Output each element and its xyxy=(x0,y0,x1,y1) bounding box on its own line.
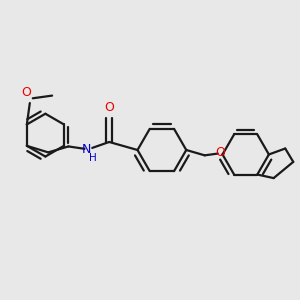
Text: O: O xyxy=(215,146,225,160)
Text: N: N xyxy=(82,143,92,156)
Text: O: O xyxy=(104,101,114,114)
Text: O: O xyxy=(21,86,31,100)
Text: H: H xyxy=(89,153,97,163)
